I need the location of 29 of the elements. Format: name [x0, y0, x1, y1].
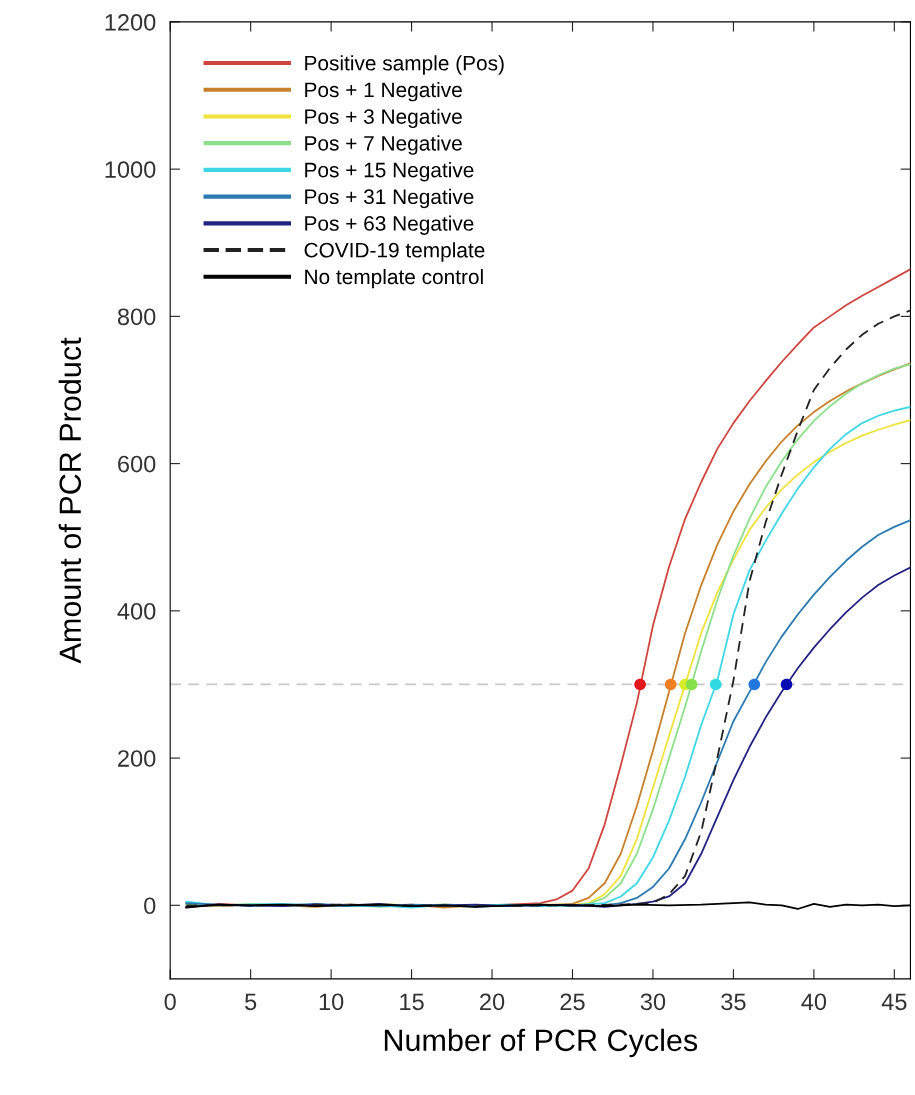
- y-tick-label: 0: [144, 897, 156, 915]
- y-axis-title: Amount of PCR Product: [58, 337, 82, 664]
- x-tick-label: 25: [560, 993, 585, 1011]
- x-tick-label: 10: [319, 993, 344, 1011]
- x-tick-label: 15: [400, 993, 424, 1011]
- legend-label: Pos + 1 Negative: [305, 81, 462, 102]
- y-tick-label: 600: [118, 455, 156, 473]
- y-tick-label: 400: [117, 602, 156, 620]
- x-tick-label: 45: [881, 993, 907, 1011]
- legend-label: Pos + 31 Negative: [305, 188, 474, 209]
- legend-label: No template control: [305, 268, 483, 289]
- x-tick-label: 0: [164, 993, 176, 1011]
- x-axis-title: Number of PCR Cycles: [384, 1028, 698, 1058]
- legend-label: COVID-19 template: [304, 242, 485, 262]
- line-series: [185, 901, 911, 910]
- legend-label: Positive sample (Pos): [305, 55, 504, 75]
- y-tick-label: 800: [117, 308, 156, 326]
- x-tick-label: 30: [640, 993, 666, 1011]
- x-tick-label: 20: [480, 993, 505, 1011]
- legend-label: Pos + 63 Negative: [305, 215, 474, 235]
- x-tick-label: 40: [801, 993, 827, 1011]
- legend-label: Pos + 15 Negative: [305, 162, 474, 182]
- x-tick-label: 35: [721, 993, 746, 1011]
- y-tick-label: 1000: [105, 161, 156, 178]
- x-tick-label: 5: [245, 993, 257, 1011]
- legend-label: Pos + 3 Negative: [305, 108, 462, 129]
- legend-label: Pos + 7 Negative: [305, 135, 462, 155]
- y-tick-label: 1200: [105, 13, 156, 31]
- y-tick-label: 200: [118, 750, 156, 767]
